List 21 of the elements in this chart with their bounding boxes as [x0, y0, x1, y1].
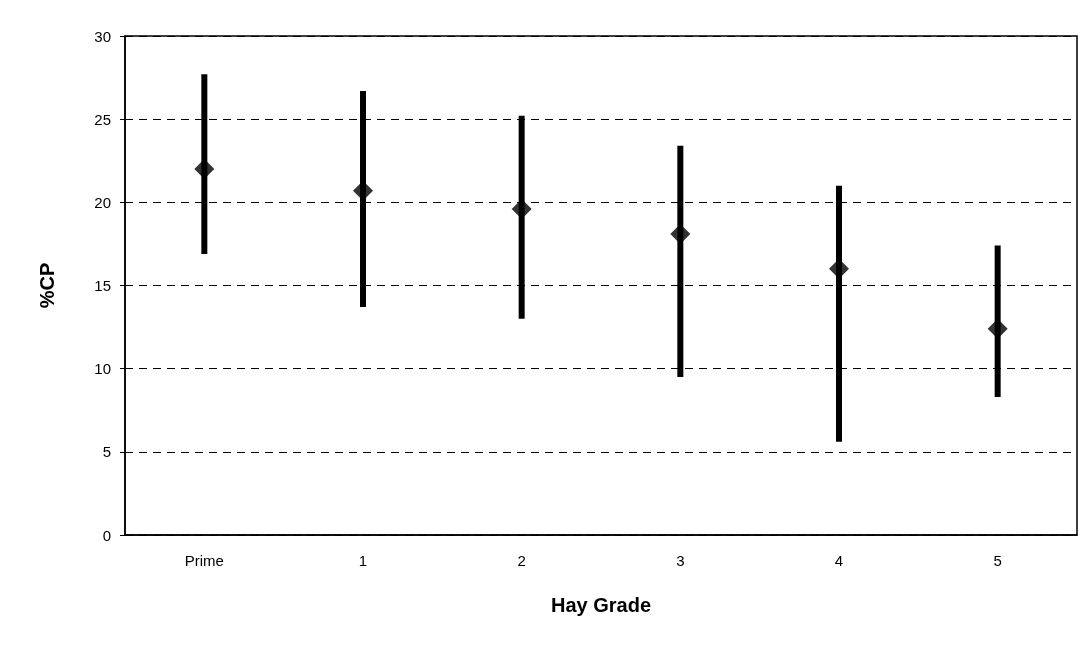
point — [194, 159, 215, 180]
y-tick-label: 30 — [94, 27, 111, 45]
point — [353, 180, 373, 201]
y-axis-title: %CP — [36, 262, 58, 309]
point — [511, 198, 532, 219]
x-tick-label: Prime — [184, 552, 224, 569]
y-tick-label: 5 — [102, 443, 111, 461]
y-tick-label: 25 — [94, 110, 111, 128]
y-tick-label: 20 — [94, 193, 111, 211]
x-tick-label: 2 — [517, 552, 526, 569]
x-tick-label: 1 — [358, 552, 368, 569]
point — [987, 318, 1008, 339]
x-axis-title: Hay Grade — [550, 594, 652, 616]
point — [829, 258, 849, 279]
point — [670, 223, 691, 244]
x-tick-label: 5 — [993, 552, 1002, 569]
x-tick-label: 3 — [676, 552, 685, 569]
x-tick-label: 4 — [834, 552, 844, 569]
y-tick-label: 15 — [94, 277, 111, 294]
y-tick-label: 0 — [102, 526, 111, 544]
y-tick-label: 10 — [94, 360, 111, 378]
